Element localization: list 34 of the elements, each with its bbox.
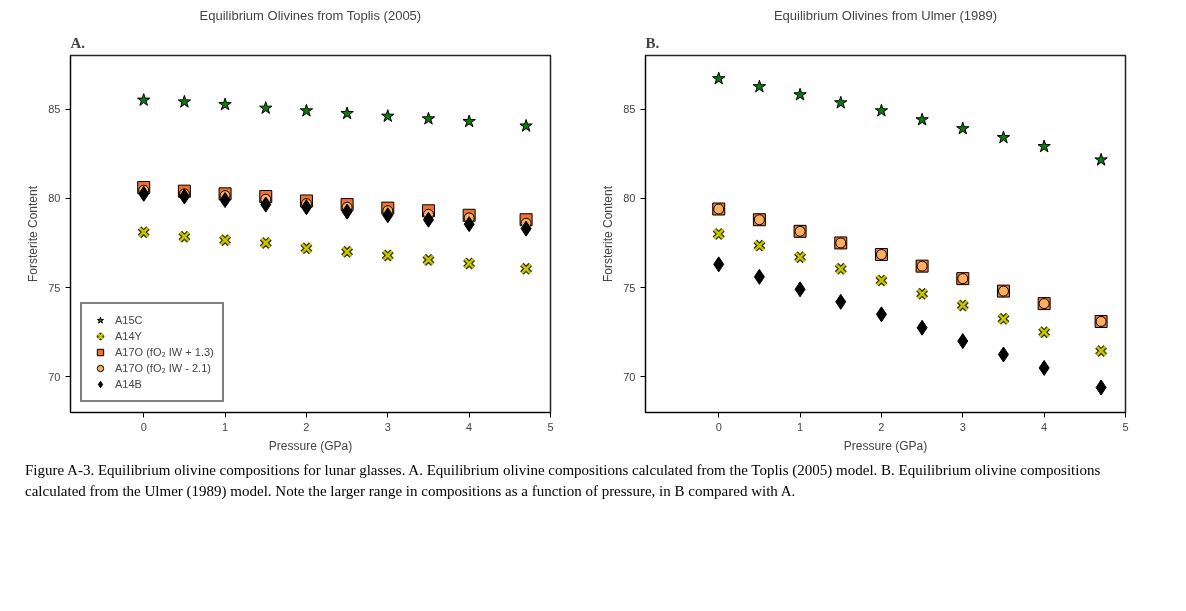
x-tick-label: 4 [1041,420,1048,433]
y-tick-label: 70 [623,370,636,383]
legend-label: A17O (fO₂ IW - 2.1) [115,361,211,376]
x-tick-label: 2 [303,420,310,433]
y-axis-title: Forsterite Content [26,185,41,283]
text: Figure A-3. Equilibrium olivine compositions for lunar glasses. A. Equilibrium olivine compositions calculated from the Toplis (2005) model. B. Equilibrium olivine compositions calculated from the Ulmer (1989) model. Note the larger range in compositions as a function of pressure, in B compared with A. [25,461,1102,502]
x-tick-label: 5 [1122,420,1129,433]
x-tick-label: 3 [384,420,391,433]
text: A. [70,34,86,51]
legend-label: A14Y [115,329,142,344]
x-axis-title: Pressure (GPa) [268,438,353,453]
y-tick-label: 85 [623,103,636,116]
legend-label: A14B [115,377,142,392]
y-tick-label: 80 [623,192,636,205]
x-axis-title: Pressure (GPa) [843,438,928,453]
x-tick-label: 0 [715,420,722,433]
y-tick-label: 85 [48,103,61,116]
x-tick-label: 4 [466,420,473,433]
x-tick-label: 5 [547,420,554,433]
y-tick-label: 75 [623,281,636,294]
legend-label: A15C [115,313,143,328]
y-tick-label: 80 [48,192,61,205]
y-tick-label: 75 [48,281,61,294]
legend-label: A17O (fO₂ IW + 1.3) [115,345,214,360]
y-axis-title: Forsterite Content [601,185,616,283]
chart-title: Equilibrium Olivines from Toplis (2005) [199,7,422,23]
chart-title: Equilibrium Olivines from Ulmer (1989) [773,7,998,23]
x-tick-label: 3 [959,420,966,433]
x-tick-label: 0 [140,420,147,433]
x-tick-label: 1 [222,420,229,433]
x-tick-label: 1 [797,420,804,433]
text: B. [645,34,660,51]
y-tick-label: 70 [48,370,61,383]
x-tick-label: 2 [878,420,885,433]
